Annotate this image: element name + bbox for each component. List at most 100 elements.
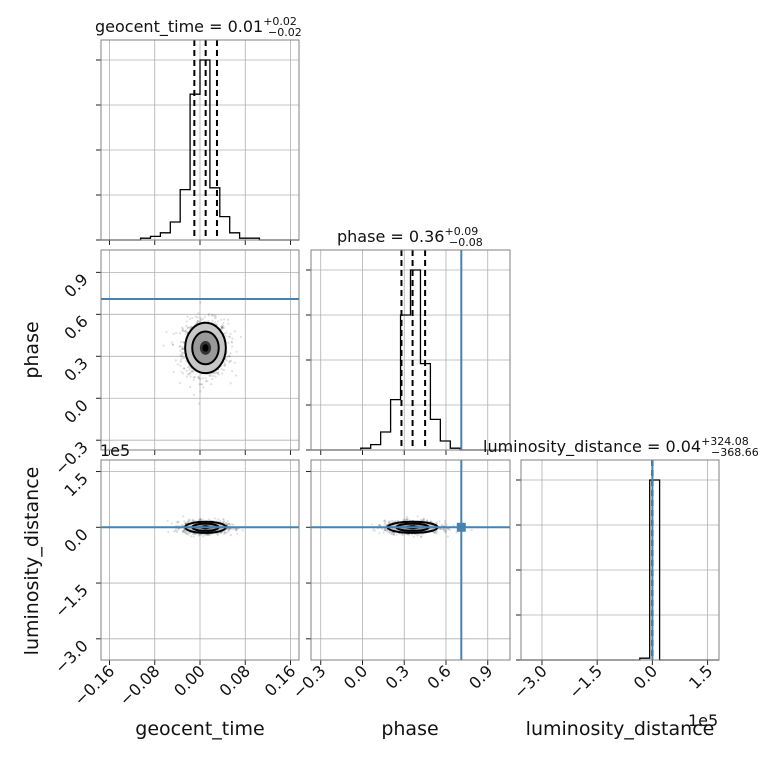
- sample-point: [176, 520, 180, 523]
- tick-label-x: 0.08: [215, 661, 254, 700]
- panel-2d-geocent-time-luminosity-distance: −0.16−0.08 0.00 0.08 0.16−3.0−1.50.01.5: [51, 459, 300, 709]
- panel-hist-luminosity-distance: −3.0 −1.5 0.0 1.5: [510, 459, 720, 702]
- sample-point: [200, 383, 203, 386]
- sample-point: [208, 373, 211, 376]
- title-geocent-time: geocent_time = 0.01+0.02: [95, 15, 297, 37]
- sample-point: [180, 358, 183, 361]
- sample-point: [386, 530, 389, 533]
- sample-point: [197, 402, 201, 405]
- sample-point: [443, 530, 446, 533]
- panel-2d-phase-luminosity-distance: −0.3 0.0 0.3 0.6 0.9: [289, 459, 511, 702]
- sample-point: [392, 532, 395, 535]
- sample-point: [226, 520, 230, 523]
- sample-point: [228, 354, 231, 357]
- sample-point: [197, 375, 200, 379]
- sample-point: [389, 520, 392, 523]
- sample-point: [202, 386, 205, 389]
- sample-point: [222, 519, 225, 522]
- sample-point: [189, 366, 192, 370]
- sample-point: [391, 519, 394, 522]
- sample-point: [187, 520, 190, 523]
- sample-point: [221, 372, 224, 375]
- panel-frame: [520, 459, 720, 661]
- sample-point: [183, 367, 186, 370]
- sample-point: [222, 327, 225, 330]
- sample-point: [439, 527, 442, 531]
- sample-point: [172, 370, 175, 374]
- sample-point: [219, 519, 222, 522]
- tick-label-x: 0.0: [340, 661, 371, 692]
- sample-point: [197, 534, 200, 537]
- sample-point: [405, 516, 408, 519]
- sample-point: [182, 529, 185, 532]
- title-geocent-time-main: geocent_time = 0.01: [95, 17, 263, 37]
- tick-label-y: 0.0: [60, 525, 91, 556]
- sample-point: [173, 530, 176, 533]
- sample-point: [231, 370, 234, 373]
- sample-point: [170, 341, 174, 344]
- sample-point: [193, 532, 196, 536]
- sample-point: [235, 350, 238, 353]
- sample-point: [385, 529, 388, 532]
- tick-label-x: 0.3: [382, 661, 413, 692]
- histogram-step: [101, 59, 299, 241]
- sample-point: [187, 531, 191, 535]
- contour-line: [184, 321, 227, 375]
- sample-point: [383, 523, 386, 526]
- tick-label-y: 0.0: [60, 396, 91, 427]
- sample-point: [214, 314, 217, 317]
- sample-point: [402, 518, 405, 521]
- sample-point: [227, 528, 230, 531]
- xlabel-luminosity-distance: luminosity_distance: [526, 718, 715, 740]
- sample-point: [215, 316, 218, 319]
- sample-point: [225, 355, 229, 359]
- sample-point: [433, 531, 436, 534]
- sample-point: [405, 518, 408, 521]
- title-phase-main: phase = 0.36: [337, 227, 444, 246]
- panel-frame: [100, 39, 300, 241]
- sample-point: [223, 532, 226, 535]
- sample-point: [203, 315, 206, 318]
- sample-point: [179, 353, 182, 356]
- sample-point: [175, 530, 179, 534]
- sample-point: [190, 535, 193, 538]
- sample-point: [198, 533, 201, 536]
- sample-point: [233, 330, 236, 333]
- sample-point: [192, 393, 196, 396]
- sample-point: [214, 375, 217, 378]
- sample-point: [387, 521, 391, 525]
- sample-point: [230, 340, 233, 343]
- sample-point: [180, 370, 183, 373]
- sample-point: [199, 518, 202, 521]
- sample-point: [452, 524, 455, 527]
- sample-point: [382, 531, 385, 534]
- sample-point: [171, 343, 174, 346]
- sample-point: [433, 531, 436, 535]
- sample-point: [434, 531, 437, 534]
- sample-point: [180, 347, 184, 351]
- sample-point: [220, 326, 223, 329]
- sample-point: [223, 364, 226, 367]
- ylabel-phase: phase: [21, 321, 43, 378]
- sample-point: [191, 518, 194, 522]
- sample-point: [235, 529, 238, 532]
- title-geocent-time-minus: −0.02: [268, 26, 302, 39]
- sample-point: [383, 529, 386, 532]
- sample-point: [389, 521, 392, 524]
- sample-point: [207, 534, 210, 537]
- sample-point: [180, 351, 184, 354]
- sample-point: [429, 520, 433, 523]
- sample-point: [229, 332, 232, 336]
- sample-point: [222, 520, 226, 523]
- sample-point: [416, 534, 419, 537]
- sample-point: [178, 331, 181, 335]
- sample-point: [221, 326, 224, 329]
- sample-point: [204, 533, 207, 536]
- sample-point: [181, 327, 185, 330]
- sample-point: [162, 344, 165, 347]
- sample-point: [203, 533, 206, 536]
- sample-point: [216, 533, 220, 537]
- sample-point: [181, 524, 185, 527]
- sample-point: [228, 527, 231, 531]
- sample-point: [171, 343, 175, 346]
